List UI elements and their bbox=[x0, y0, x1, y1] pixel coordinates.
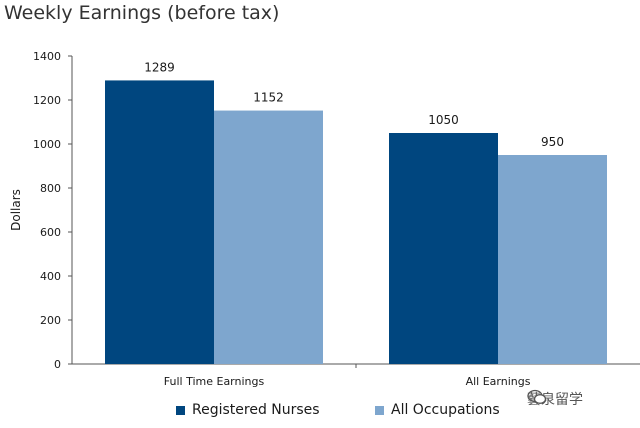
legend-item-all-occupations: All Occupations bbox=[375, 402, 500, 418]
watermark: 藝泉留学 bbox=[527, 389, 583, 409]
data-label: 1152 bbox=[253, 91, 284, 105]
bar-all-occupations bbox=[498, 155, 607, 364]
chart-legend: Registered Nurses All Occupations bbox=[0, 402, 640, 420]
x-category-label: All Earnings bbox=[466, 375, 531, 388]
legend-item-registered-nurses: Registered Nurses bbox=[176, 402, 320, 418]
legend-label-all-occupations: All Occupations bbox=[391, 402, 500, 418]
bar-registered-nurses bbox=[389, 133, 498, 364]
y-tick-label: 200 bbox=[40, 314, 61, 327]
y-axis-label: Dollars bbox=[9, 189, 23, 231]
legend-swatch-all-occupations bbox=[375, 405, 384, 415]
data-label: 1050 bbox=[428, 113, 459, 127]
legend-label-registered-nurses: Registered Nurses bbox=[192, 402, 320, 418]
y-tick-label: 1000 bbox=[33, 138, 61, 151]
y-tick-label: 600 bbox=[40, 226, 61, 239]
bar-registered-nurses bbox=[105, 80, 214, 365]
y-tick-label: 400 bbox=[40, 270, 61, 283]
chart-title: Weekly Earnings (before tax) bbox=[4, 2, 280, 24]
legend-swatch-registered-nurses bbox=[176, 405, 185, 415]
x-category-label: Full Time Earnings bbox=[164, 375, 265, 388]
y-tick-label: 800 bbox=[40, 182, 61, 195]
bar-all-occupations bbox=[214, 110, 323, 364]
data-label: 1289 bbox=[144, 60, 175, 74]
wechat-icon bbox=[527, 389, 547, 404]
y-tick-label: 1200 bbox=[33, 94, 61, 107]
data-label: 950 bbox=[541, 135, 564, 149]
y-tick-label: 1400 bbox=[33, 50, 61, 63]
bar-chart: Dollars 0 200 400 600 800 1000 1200 1400 1289 1152… bbox=[9, 50, 640, 388]
y-tick-label: 0 bbox=[54, 358, 61, 371]
